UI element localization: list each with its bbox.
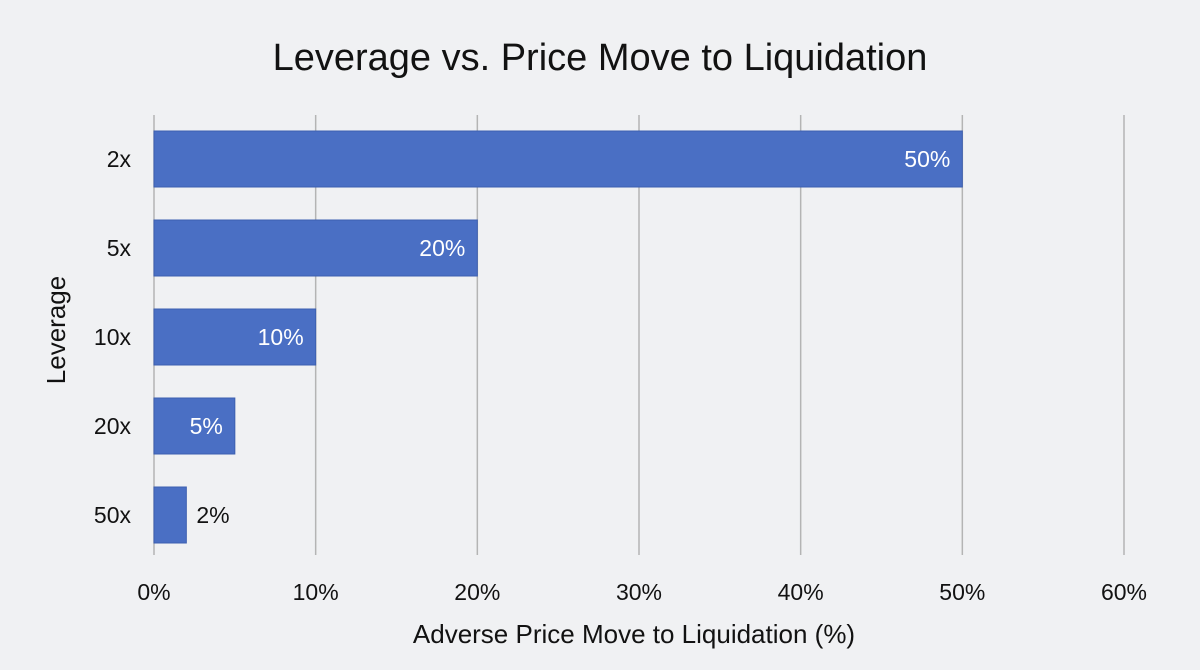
y-category-label: 2x — [107, 146, 132, 172]
x-axis-title: Adverse Price Move to Liquidation (%) — [413, 619, 855, 649]
bar — [153, 308, 317, 366]
bar — [153, 219, 478, 277]
x-tick-label: 50% — [939, 579, 985, 605]
data-label: 10% — [258, 324, 304, 350]
y-category-label: 5x — [107, 235, 132, 261]
x-tick-label: 10% — [293, 579, 339, 605]
x-tick-label: 0% — [137, 579, 170, 605]
data-label: 5% — [190, 413, 223, 439]
bar — [153, 397, 236, 455]
x-tick-label: 60% — [1101, 579, 1147, 605]
y-axis-categories: 2x 5x 10x 20x 50x — [94, 146, 132, 528]
data-label: 50% — [904, 146, 950, 172]
x-axis-ticks: 0% 10% 20% 30% 40% 50% 60% — [137, 579, 1147, 605]
y-category-label: 10x — [94, 324, 132, 350]
bar — [153, 130, 963, 188]
chart-title: Leverage vs. Price Move to Liquidation — [273, 37, 928, 79]
y-category-label: 20x — [94, 413, 132, 439]
y-category-label: 50x — [94, 502, 132, 528]
bar — [153, 486, 187, 544]
x-tick-label: 30% — [616, 579, 662, 605]
bars: 50% 20% 10% 5% 2% — [153, 130, 963, 544]
grid — [153, 115, 1125, 555]
data-label: 20% — [419, 235, 465, 261]
x-tick-label: 20% — [454, 579, 500, 605]
x-tick-label: 40% — [778, 579, 824, 605]
data-label: 2% — [196, 502, 229, 528]
y-axis-title: Leverage — [41, 276, 71, 384]
